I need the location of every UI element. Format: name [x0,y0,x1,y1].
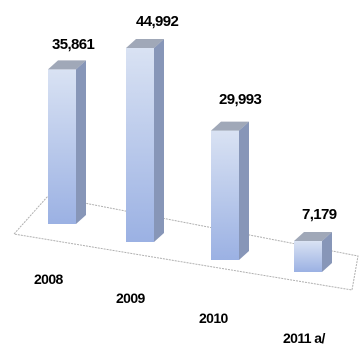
bar-side-2009 [154,39,164,242]
category-label-2010: 2010 [199,310,229,326]
bar-top-2009 [126,39,164,48]
value-labels: 35,861 44,992 29,993 7,179 [52,13,337,223]
category-label-2008: 2008 [34,271,64,287]
category-labels: 2008 2009 2010 2011 a/ [34,271,326,346]
bar-side-2008 [76,60,86,225]
category-label-2009: 2009 [116,290,146,306]
bar-2009 [126,48,154,242]
value-label-2008: 35,861 [52,36,95,53]
category-label-2011: 2011 a/ [283,330,325,346]
bar-2008 [48,69,76,224]
bar-top-2010 [211,121,249,131]
bar-top-2011a [294,232,332,242]
bars-group [48,39,332,272]
bar-side-2011a [322,232,332,272]
bar-2010 [211,130,239,260]
bar-top-2008 [48,60,86,70]
value-label-2011: 7,179 [302,206,337,223]
value-label-2010: 29,993 [219,91,262,108]
value-label-2009: 44,992 [136,13,179,30]
bar-side-2010 [239,121,249,260]
chart-floor [13,195,359,291]
bar-2011a [294,241,322,272]
